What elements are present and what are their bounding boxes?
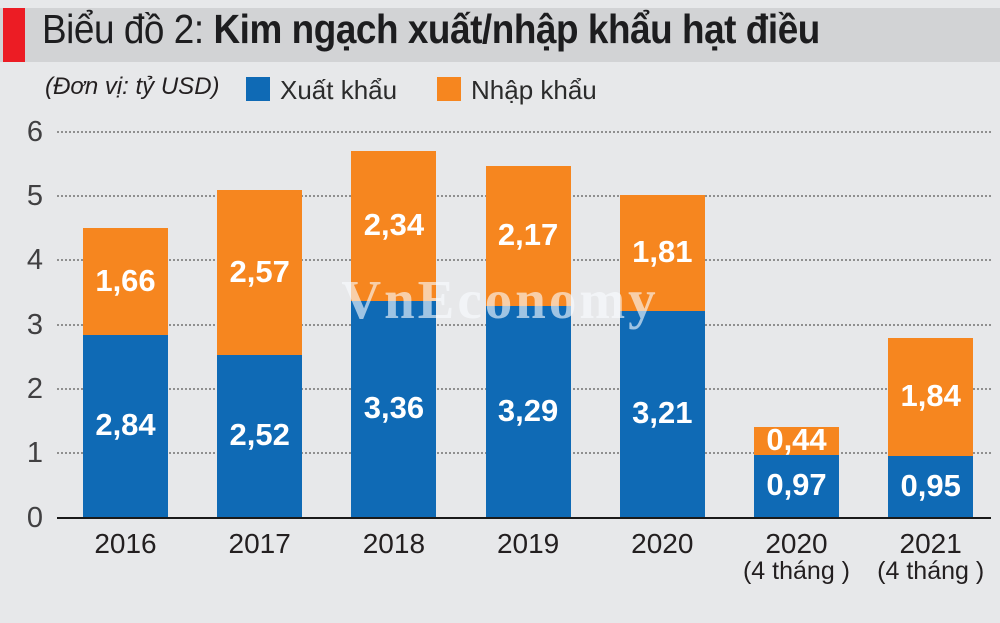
x-axis-label: 2020 (4 tháng ): [722, 529, 872, 585]
x-axis-line: [57, 516, 991, 519]
x-axis-label: 2018: [362, 527, 426, 559]
bar-value-label: 2,52: [229, 417, 290, 453]
y-axis-tick: 2: [26, 372, 43, 405]
chart-title: Biểu đồ 2: Kim ngạch xuất/nhập khẩu hạt …: [42, 4, 820, 58]
x-axis-sublabel: (4 tháng ): [742, 556, 850, 585]
gridline: [57, 130, 991, 133]
bar-segment-import: 1,84: [888, 338, 974, 457]
bar-segment-export: 3,29: [485, 305, 571, 518]
bar-value-label: 1,84: [900, 378, 961, 414]
bar-segment-import: 2,57: [217, 190, 303, 356]
bar-value-label: 2,17: [497, 217, 559, 253]
bar-segment-import: 2,34: [351, 150, 437, 302]
x-axis-label: 2019: [496, 527, 560, 559]
bar-value-label: 2,84: [95, 407, 156, 443]
bar-segment-import: 2,17: [485, 166, 571, 306]
bar-value-label: 3,21: [632, 395, 693, 431]
bar-value-label: 1,81: [632, 233, 693, 269]
bar-segment-import: 1,66: [83, 228, 168, 335]
bar-value-label: 3,29: [497, 392, 559, 428]
bar-value-label: 2,34: [363, 207, 425, 243]
bar-value-label: 0,44: [766, 421, 827, 457]
bar-segment-import: 1,81: [619, 194, 705, 312]
y-axis-tick: 4: [26, 244, 43, 277]
legend-swatch-export: [246, 77, 270, 101]
unit-label: (Đơn vị: tỷ USD): [45, 73, 220, 100]
header-band: [0, 8, 1000, 62]
y-axis-tick: 5: [26, 180, 43, 212]
y-axis-tick: 1: [26, 437, 43, 470]
bar-segment-import: 0,44: [754, 422, 839, 457]
y-axis-tick: 0: [26, 501, 43, 534]
bar-value-label: 1,66: [95, 262, 156, 298]
bar-value-label: 3,36: [363, 390, 425, 426]
x-axis-label: 2016: [94, 527, 157, 559]
bar-value-label: 0,95: [900, 467, 961, 503]
legend-swatch-import: [437, 77, 461, 101]
bar-segment-export: 2,52: [217, 355, 303, 518]
bar-segment-export: 3,36: [351, 301, 437, 518]
bar-segment-export: 2,84: [83, 334, 168, 518]
legend-label-import: Nhập khẩu: [471, 75, 597, 105]
x-axis-sublabel: (4 tháng ): [877, 556, 985, 585]
bar-segment-export: 3,21: [619, 311, 705, 518]
red-accent-block: [3, 8, 25, 62]
bar-value-label: 2,57: [229, 253, 290, 289]
x-axis-label: 2020: [631, 527, 694, 559]
bar-value-label: 0,97: [766, 467, 827, 503]
x-axis-label: 2017: [228, 527, 291, 559]
chart-title-main: Kim ngạch xuất/nhập khẩu hạt điều: [213, 6, 820, 52]
bar-segment-export: 0,97: [754, 455, 839, 518]
bar-segment-export: 0,95: [888, 456, 974, 518]
chart-title-prefix: Biểu đồ 2:: [42, 6, 214, 52]
y-axis-tick: 3: [26, 308, 43, 341]
y-axis-tick: 6: [26, 115, 43, 148]
legend-label-export: Xuất khẩu: [280, 75, 398, 105]
x-axis-label: 2021 (4 tháng ): [856, 529, 1000, 585]
